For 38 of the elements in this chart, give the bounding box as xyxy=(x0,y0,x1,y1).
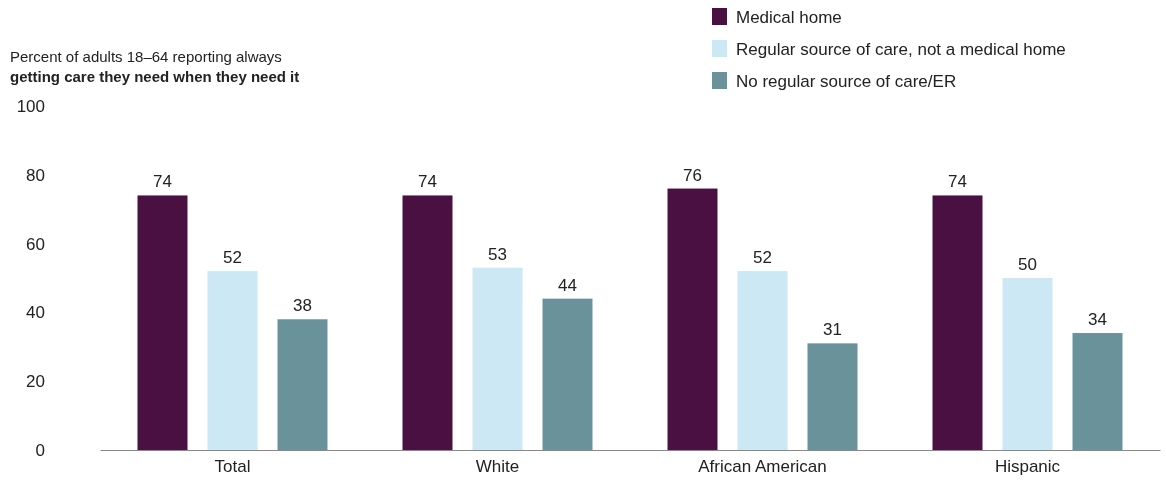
legend-label: Medical home xyxy=(736,8,842,27)
data-label: 31 xyxy=(823,320,842,340)
bar xyxy=(1072,333,1123,450)
bar xyxy=(667,188,718,450)
bar xyxy=(1002,278,1053,450)
x-tick-label: Total xyxy=(214,457,251,477)
data-label: 53 xyxy=(488,244,507,264)
legend-label: No regular source of care/ER xyxy=(736,72,957,91)
x-tick-label: White xyxy=(475,457,520,477)
data-label: 50 xyxy=(1018,255,1037,274)
y-tick-label: 60 xyxy=(26,234,45,254)
x-tick-label: African American xyxy=(698,457,827,477)
chart-title: Percent of adults 18–64 reporting always getting care they need when they need it xyxy=(10,48,300,85)
bar xyxy=(137,195,188,450)
y-tick-label: 100 xyxy=(16,96,45,116)
y-tick-label: 0 xyxy=(35,440,45,460)
bar xyxy=(542,298,593,450)
legend-label: Regular source of care, not a medical home xyxy=(736,40,1066,59)
data-label: 38 xyxy=(293,296,312,316)
bar xyxy=(737,271,788,450)
y-tick-label: 80 xyxy=(26,165,45,185)
x-tick-label: Hispanic xyxy=(994,457,1061,477)
data-label: 74 xyxy=(948,172,967,192)
bar xyxy=(207,271,258,450)
bar xyxy=(932,195,983,450)
data-label: 44 xyxy=(558,275,577,295)
bar xyxy=(807,343,858,450)
bar xyxy=(402,195,453,450)
bar xyxy=(472,267,523,450)
data-label: 74 xyxy=(153,172,172,192)
data-label: 34 xyxy=(1088,310,1107,330)
data-label: 52 xyxy=(223,248,242,268)
y-tick-label: 20 xyxy=(26,372,45,392)
data-label: 74 xyxy=(418,172,437,192)
data-label: 52 xyxy=(753,248,772,268)
y-tick-label: 40 xyxy=(26,303,45,323)
data-label: 76 xyxy=(683,165,702,185)
bar xyxy=(277,319,328,450)
